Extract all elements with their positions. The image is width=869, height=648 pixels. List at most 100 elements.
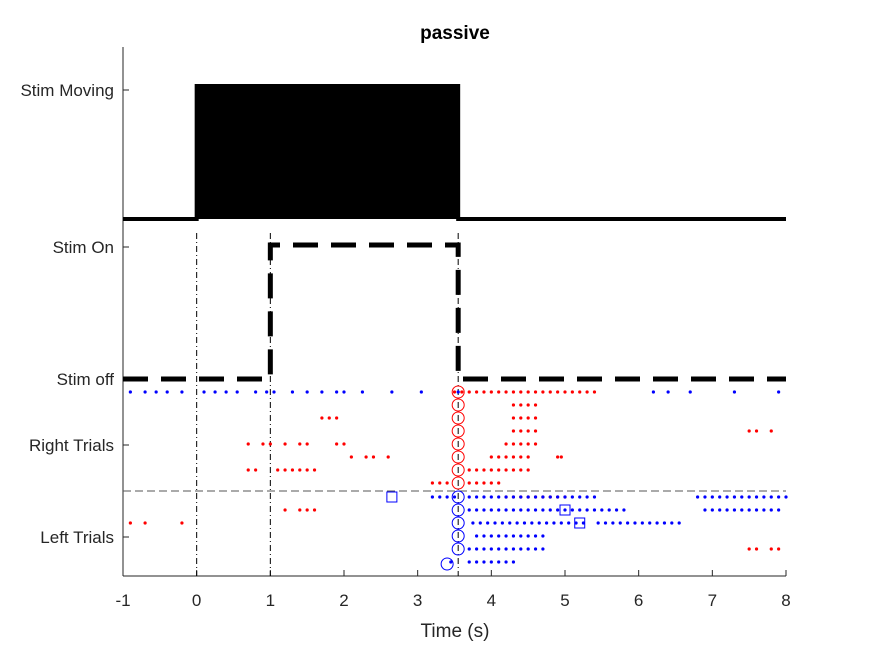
raster-point-left	[452, 495, 457, 499]
raster-point-left	[497, 508, 501, 512]
raster-point-left	[320, 390, 324, 394]
raster-point-right	[335, 416, 339, 420]
raster-point-right	[467, 481, 471, 485]
right-trial-marker	[451, 424, 465, 438]
raster-point-left	[445, 495, 449, 499]
raster-point-left	[677, 521, 681, 525]
raster-point-left	[710, 495, 714, 499]
raster-point-right	[320, 416, 324, 420]
y-tick-label: Right Trials	[29, 436, 114, 455]
raster-point-left	[475, 508, 479, 512]
raster-point-right	[504, 442, 508, 446]
raster-point-right	[475, 390, 479, 394]
raster-point-right	[298, 508, 302, 512]
raster-point-right	[511, 403, 516, 407]
raster-point-left	[500, 521, 504, 525]
raster-point-left	[342, 390, 346, 394]
raster-point-left	[559, 521, 563, 525]
raster-point-left	[537, 521, 541, 525]
raster-point-left	[563, 495, 567, 499]
raster-point-left	[592, 508, 597, 512]
chart-title: passive	[420, 23, 490, 44]
raster-point-left	[596, 521, 600, 525]
raster-point-left	[541, 547, 545, 551]
stim-moving-block	[196, 86, 459, 219]
raster-point-right	[283, 468, 287, 472]
raster-point-left	[360, 390, 365, 394]
raster-point-left	[511, 495, 516, 499]
raster-point-right	[533, 429, 538, 433]
raster-point-left	[467, 508, 471, 512]
raster-point-left	[541, 495, 545, 499]
raster-point-left	[493, 521, 497, 525]
left-trial-marker	[451, 542, 465, 556]
raster-point-left	[482, 495, 486, 499]
raster-point-left	[482, 508, 486, 512]
raster-point-right	[312, 508, 317, 512]
stim-on-line	[123, 242, 786, 382]
raster-point-left	[419, 390, 423, 394]
raster-point-left	[475, 547, 479, 551]
raster-point-left	[769, 508, 773, 512]
raster-point-right	[283, 442, 287, 446]
left-trial-marker	[440, 557, 454, 571]
raster-point-left	[508, 521, 512, 525]
raster-point-right	[533, 403, 538, 407]
raster-point-right	[497, 481, 501, 485]
raster-point-right	[526, 416, 530, 420]
raster-point-left	[533, 508, 538, 512]
raster-point-left	[526, 534, 530, 538]
raster-point-left	[633, 521, 637, 525]
right-trial-marker	[451, 476, 465, 490]
raster-point-left	[504, 495, 508, 499]
raster-point-left	[438, 495, 442, 499]
raster-point-right	[298, 468, 302, 472]
raster-point-right	[268, 442, 272, 446]
left-trial-marker	[451, 503, 465, 517]
raster-point-left	[563, 508, 567, 512]
raster-point-right	[559, 455, 563, 459]
raster-point-right	[511, 390, 516, 394]
raster-point-left	[747, 508, 751, 512]
raster-point-right	[489, 481, 493, 485]
raster-point-left	[762, 508, 766, 512]
raster-point-left	[732, 508, 737, 512]
raster-point-right	[556, 390, 560, 394]
raster-point-left	[482, 547, 486, 551]
raster-point-left	[475, 534, 479, 538]
raster-point-left	[578, 508, 582, 512]
raster-point-left	[600, 508, 604, 512]
left-trial-square	[574, 517, 586, 529]
y-tick-label: Stim On	[53, 238, 114, 257]
raster-point-left	[504, 547, 508, 551]
right-trial-marker	[451, 385, 465, 399]
raster-point-left	[777, 508, 781, 512]
x-tick-label: 0	[192, 591, 201, 610]
raster-point-right	[342, 442, 346, 446]
raster-point-right	[519, 468, 523, 472]
raster-point-right	[497, 390, 501, 394]
raster-point-right	[541, 390, 545, 394]
raster-point-left	[648, 521, 652, 525]
raster-point-left	[541, 534, 545, 538]
raster-point-right	[526, 429, 530, 433]
raster-point-left	[541, 508, 545, 512]
raster-point-right	[305, 468, 309, 472]
raster-point-right	[128, 521, 132, 525]
raster-point-left	[662, 521, 667, 525]
raster-point-left	[578, 495, 582, 499]
raster-point-left	[489, 534, 493, 538]
raster-point-right	[276, 468, 280, 472]
raster-point-left	[467, 547, 471, 551]
raster-point-right	[511, 442, 516, 446]
raster-point-right	[585, 390, 589, 394]
raster-point-left	[592, 495, 597, 499]
raster-point-right	[519, 442, 523, 446]
raster-point-left	[475, 495, 479, 499]
right-trial-marker	[451, 463, 465, 477]
raster-point-left	[471, 521, 475, 525]
raster-point-left	[570, 508, 574, 512]
raster-point-right	[298, 442, 302, 446]
raster-point-left	[703, 508, 707, 512]
raster-point-left	[482, 560, 486, 564]
